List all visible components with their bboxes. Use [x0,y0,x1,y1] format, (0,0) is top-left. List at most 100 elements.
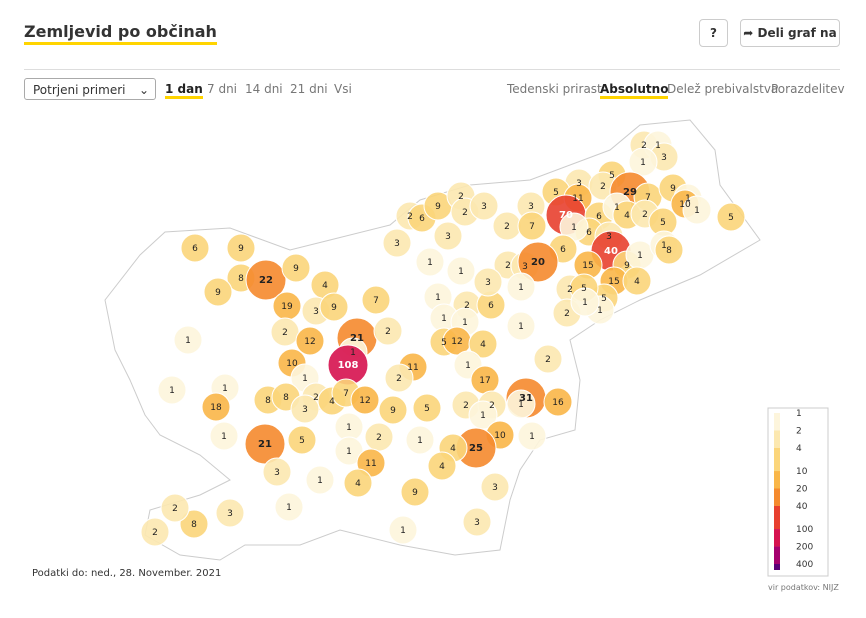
municipality-label: 70 [559,210,573,221]
municipality-label: 6 [488,301,494,311]
municipality-label: 1 [655,141,661,151]
municipality-label: 1 [222,384,228,394]
municipality [517,241,559,283]
municipality-label: 5 [441,338,447,348]
share-icon: ➦ [743,26,758,40]
municipality-label: 40 [604,246,618,257]
municipality-label: 5 [601,294,607,304]
mode-tab[interactable]: Delež prebivalstva [667,82,779,96]
municipality [287,425,317,455]
municipality [533,344,563,374]
municipality-label: 4 [322,281,328,291]
municipality [480,472,510,502]
municipality-label: 6 [419,214,425,224]
municipality-label: 2 [458,192,464,202]
municipality-label: 8 [265,396,271,406]
period-tab[interactable]: 7 dni [207,82,238,96]
municipality-label: 9 [331,303,337,313]
municipality [506,311,536,341]
municipality-label: 1 [286,503,292,513]
updated: Podatki do: ned., 28. November. 2021 [32,568,221,579]
municipality [388,515,418,545]
municipality [295,326,325,356]
municipality-label: 7 [373,296,379,306]
period-tab[interactable]: Vsi [334,82,352,96]
municipality-label: 1 [518,400,524,410]
municipality [319,292,349,322]
municipality [173,325,203,355]
municipality-label: 1 [350,348,356,358]
municipality-label: 9 [215,288,221,298]
municipality [378,395,408,425]
municipality-label: 11 [572,194,583,204]
municipality-label: 4 [480,340,486,350]
municipality [201,392,231,422]
municipality-label: 1 [346,423,352,433]
divider [24,69,840,70]
municipality-label: 1 [685,194,691,204]
municipality-label: 25 [469,443,483,454]
municipality-label: 2 [505,261,511,271]
municipality-label: 7 [529,222,535,232]
municipality-label: 6 [586,228,592,238]
municipality-label: 2 [564,309,570,319]
mode-tab[interactable]: Absolutno [600,82,669,99]
municipality [517,211,547,241]
municipality-label: 9 [390,406,396,416]
legend-tick: 200 [796,543,813,553]
municipality-label: 9 [412,488,418,498]
period-tab[interactable]: 14 dni [245,82,283,96]
legend-swatch [774,529,780,547]
municipality-label: 2 [282,328,288,338]
municipality-label: 1 [465,361,471,371]
municipality-label: 1 [582,298,588,308]
municipality [506,272,536,302]
municipality [180,233,210,263]
municipality-label: 2 [464,301,470,311]
select[interactable]: Potrjeni primeri ⌄ [24,78,156,100]
share-button[interactable]: ➦ Deli graf na [740,19,840,47]
mode-tab[interactable]: Tedenski prirast [507,82,602,96]
municipality-label: 3 [474,518,480,528]
municipality-label: 1 [518,283,524,293]
help-button[interactable]: ? [699,19,728,47]
title: Zemljevid po občinah [24,22,217,45]
municipality-label: 1 [400,526,406,536]
municipality-label: 15 [582,261,593,271]
period-tab[interactable]: 1 dan [165,82,203,99]
mode-tab[interactable]: Porazdelitev [771,82,845,96]
share-label: Deli graf na [757,26,837,40]
municipality-label: 19 [281,302,293,312]
municipality-label: 1 [458,267,464,277]
municipality-label: 1 [480,411,486,421]
municipality-label: 17 [479,376,490,386]
municipality [305,465,335,495]
municipality-label: 3 [661,153,667,163]
municipality-label: 2 [172,504,178,514]
municipality-label: 31 [519,393,533,404]
municipality [274,492,304,522]
municipality-label: 8 [666,246,672,256]
municipality-label: 1 [169,386,175,396]
municipality-label: 2 [385,327,391,337]
period-tab[interactable]: 21 dni [290,82,328,96]
legend-swatch [774,413,780,431]
municipality-label: 1 [637,251,643,261]
municipality [226,233,256,263]
municipality-label: 10 [286,359,298,369]
municipality-label: 1 [529,432,535,442]
municipality-label: 3 [445,232,451,242]
municipality-label: 8 [191,520,197,530]
municipality-label: 1 [427,258,433,268]
municipality-label: 10 [494,431,506,441]
municipality-label: 21 [350,333,364,344]
municipality-label: 5 [424,404,430,414]
legend-tick: 4 [796,444,802,454]
municipality [203,277,233,307]
municipality-label: 1 [317,476,323,486]
municipality-label: 5 [728,213,734,223]
municipality [427,451,457,481]
municipality-label: 2 [407,212,413,222]
